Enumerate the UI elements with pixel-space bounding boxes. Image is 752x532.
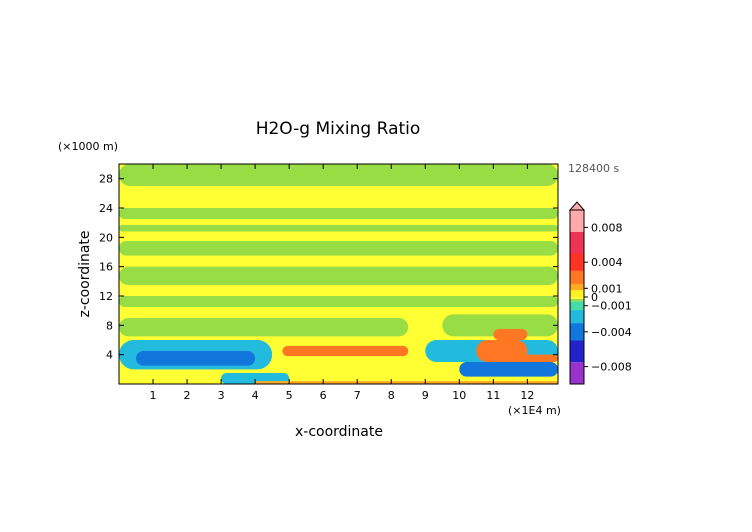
colorbar-band-5 <box>570 298 584 302</box>
colorbar-band-2 <box>570 323 584 341</box>
plot-area <box>118 163 559 385</box>
colorbar-tick-label-6: −0.008 <box>591 361 632 374</box>
y-axis-title: z-coordinate <box>77 230 93 317</box>
y-tick-label-16: 16 <box>99 261 113 274</box>
x-tick-label-10: 10 <box>452 389 466 402</box>
x-axis-title: x-coordinate <box>295 424 383 440</box>
field-region-18 <box>255 381 558 384</box>
colorbar-band-3 <box>570 310 584 324</box>
x-tick-label-12: 12 <box>520 389 534 402</box>
field-region-6 <box>119 296 558 307</box>
field-region-2 <box>119 208 558 219</box>
y-axis-ticks: 4 8 12 16 20 24 28 <box>99 173 558 362</box>
y-tick-label-4: 4 <box>106 349 113 362</box>
y-tick-label-8: 8 <box>106 319 113 332</box>
y-unit-label: (×1000 m) <box>58 140 118 153</box>
x-tick-label-7: 7 <box>354 389 361 402</box>
chart-title: H2O-g Mixing Ratio <box>256 119 421 139</box>
colorbar-band-7 <box>570 290 584 297</box>
colorbar-band-12 <box>570 210 584 232</box>
x-tick-label-5: 5 <box>286 389 293 402</box>
plot-frame <box>118 163 559 385</box>
colorbar-band-4 <box>570 301 584 311</box>
field-region-14 <box>282 345 409 357</box>
y-tick-label-12: 12 <box>99 290 113 303</box>
colorbar-band-9 <box>570 270 584 284</box>
field-region-12 <box>459 362 558 377</box>
colorbar-tick-label-0: 0.008 <box>591 221 623 234</box>
x-tick-label-11: 11 <box>486 389 500 402</box>
colorbar-band-8 <box>570 283 584 291</box>
colorbar-tick-label-1: 0.004 <box>591 256 623 269</box>
colorbar-band-1 <box>570 340 584 363</box>
x-axis-ticks: 1 2 3 4 5 6 7 8 9 10 11 12 <box>150 164 534 402</box>
field-region-17 <box>493 329 528 340</box>
field-region-3 <box>119 224 558 232</box>
y-tick-label-20: 20 <box>99 231 113 244</box>
x-tick-label-6: 6 <box>320 389 327 402</box>
y-tick-label-24: 24 <box>99 202 113 215</box>
colorbar-top-arrow <box>568 201 586 211</box>
x-tick-label-4: 4 <box>252 389 259 402</box>
colorbar-band-11 <box>570 231 584 254</box>
field-region-16 <box>493 354 558 362</box>
colorbar-tick-label-5: −0.004 <box>591 326 632 339</box>
colorbar-tick-label-4: −0.001 <box>591 300 632 313</box>
field-region-5 <box>119 266 558 285</box>
field-region-7 <box>119 318 409 337</box>
x-tick-label-1: 1 <box>150 389 157 402</box>
x-tick-label-9: 9 <box>422 389 429 402</box>
colorbar-tick-label-3: 0 <box>591 291 598 304</box>
colorbar-band-10 <box>570 253 584 271</box>
colorbar-band-0 <box>570 362 584 384</box>
field-region-10 <box>136 351 256 366</box>
colorbar-tick-label-2: 0.001 <box>591 282 623 295</box>
x-tick-label-2: 2 <box>184 389 191 402</box>
x-tick-label-3: 3 <box>218 389 225 402</box>
field-region-8 <box>442 314 558 337</box>
time-label: 128400 s <box>568 162 619 175</box>
y-tick-label-28: 28 <box>99 173 113 186</box>
x-tick-label-8: 8 <box>388 389 395 402</box>
field-region-4 <box>119 241 558 256</box>
field-region-1 <box>119 164 558 186</box>
colorbar-band-6 <box>570 297 584 299</box>
x-unit-label: (×1E4 m) <box>508 404 561 417</box>
